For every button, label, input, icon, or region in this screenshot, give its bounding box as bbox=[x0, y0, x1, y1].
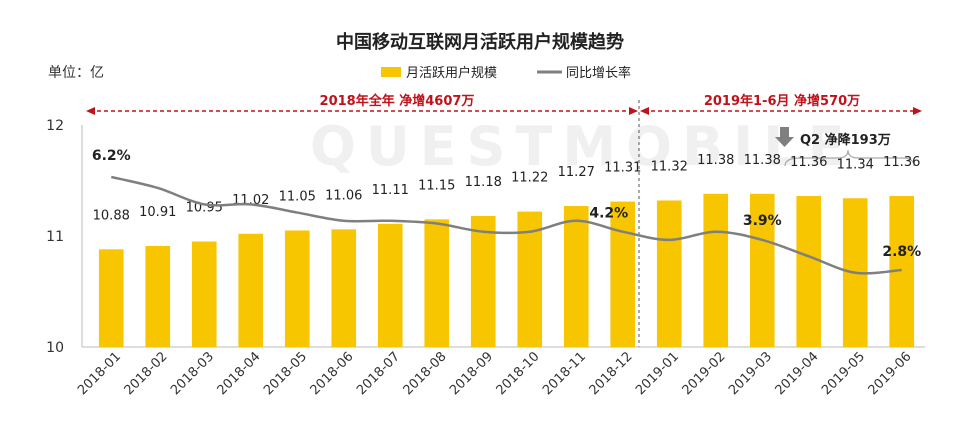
bar-value-label: 11.38 bbox=[697, 153, 734, 168]
bar-value-label: 11.32 bbox=[651, 159, 688, 174]
x-tick-label: 2018-04 bbox=[215, 349, 264, 398]
bar-value-label: 11.11 bbox=[372, 183, 409, 198]
x-tick-label: 2018-01 bbox=[75, 349, 124, 398]
bar bbox=[517, 211, 543, 347]
bar-value-label: 11.31 bbox=[604, 161, 641, 176]
q2-down-arrow-head bbox=[775, 137, 794, 147]
x-tick-label: 2019-02 bbox=[680, 349, 729, 398]
x-tick-label: 2018-10 bbox=[494, 349, 543, 398]
q2-note: Q2 净降193万 bbox=[800, 132, 891, 148]
bar bbox=[749, 193, 775, 347]
x-ticks: 2018-012018-022018-032018-042018-052018-… bbox=[75, 349, 915, 398]
bar bbox=[703, 193, 729, 347]
bar-value-label: 10.95 bbox=[186, 201, 223, 216]
bar bbox=[191, 241, 217, 347]
bar-value-label: 11.22 bbox=[511, 171, 548, 186]
bar-value-label: 11.34 bbox=[837, 157, 874, 172]
x-tick-label: 2019-05 bbox=[819, 349, 868, 398]
range-2018: 2018年全年 净增4607万 bbox=[86, 93, 638, 115]
range-2019: 2019年1-6月 净增570万 bbox=[640, 93, 922, 115]
bar-value-label: 11.27 bbox=[558, 165, 595, 180]
x-tick-label: 2019-03 bbox=[726, 349, 775, 398]
q2-brace bbox=[784, 149, 915, 167]
x-tick-label: 2018-06 bbox=[308, 349, 357, 398]
bar bbox=[98, 249, 124, 347]
growth-rate-label: 3.9% bbox=[743, 213, 782, 229]
range-2019-label: 2019年1-6月 净增570万 bbox=[704, 93, 860, 109]
bar bbox=[424, 219, 450, 347]
x-tick-label: 2018-05 bbox=[261, 349, 310, 398]
bar-value-label: 10.88 bbox=[93, 208, 130, 223]
bar-value-label: 11.05 bbox=[279, 189, 316, 204]
watermark: QUESTMOBILE bbox=[310, 115, 855, 178]
bar bbox=[145, 245, 171, 347]
q2-annotation: Q2 净降193万 bbox=[775, 127, 915, 167]
growth-line-group: 6.2% 4.2% 3.9% 2.8% bbox=[92, 148, 921, 275]
x-tick-label: 2018-09 bbox=[447, 349, 496, 398]
x-tick-label: 2018-12 bbox=[587, 349, 636, 398]
bar-value-label: 11.18 bbox=[465, 175, 502, 190]
y-tick-label: 11 bbox=[46, 229, 64, 245]
y-tick-label: 12 bbox=[46, 118, 64, 134]
x-tick-label: 2018-11 bbox=[540, 349, 589, 398]
bar-value-label: 10.91 bbox=[139, 205, 176, 220]
x-tick-label: 2019-06 bbox=[866, 349, 915, 398]
chart-title: 中国移动互联网月活跃用户规模趋势 bbox=[336, 31, 624, 53]
bar bbox=[796, 196, 822, 347]
x-tick-label: 2018-07 bbox=[354, 349, 403, 398]
bar bbox=[656, 200, 682, 347]
bar-value-label: 11.36 bbox=[883, 155, 920, 170]
x-tick-label: 2018-03 bbox=[168, 349, 217, 398]
bar bbox=[610, 201, 636, 347]
q2-down-arrow-icon bbox=[780, 127, 789, 137]
x-tick-label: 2019-01 bbox=[633, 349, 682, 398]
bar bbox=[331, 229, 357, 347]
legend-bar-label: 月活跃用户规模 bbox=[406, 65, 497, 81]
range-2018-label: 2018年全年 净增4607万 bbox=[320, 93, 475, 109]
bar bbox=[470, 216, 496, 347]
growth-rate-label: 6.2% bbox=[92, 148, 131, 164]
y-ticks: 10 11 12 bbox=[46, 118, 64, 356]
growth-rate-label: 4.2% bbox=[589, 206, 628, 222]
bar bbox=[563, 206, 589, 347]
x-tick-label: 2018-08 bbox=[401, 349, 450, 398]
growth-line bbox=[110, 175, 902, 275]
legend-line-label: 同比增长率 bbox=[566, 65, 631, 81]
x-tick-label: 2019-04 bbox=[773, 349, 822, 398]
bar-value-label: 11.06 bbox=[325, 188, 362, 203]
bar-value-label: 11.15 bbox=[418, 178, 455, 193]
x-tick-label: 2018-02 bbox=[122, 349, 171, 398]
growth-rate-label: 2.8% bbox=[882, 244, 921, 260]
bar-value-label: 11.38 bbox=[744, 153, 781, 168]
bar-value-label: 11.36 bbox=[790, 155, 827, 170]
unit-label: 单位：亿 bbox=[48, 65, 104, 81]
bar bbox=[284, 230, 310, 347]
legend-bar-swatch bbox=[381, 67, 401, 77]
bar bbox=[377, 223, 403, 347]
bars bbox=[98, 193, 915, 347]
y-tick-label: 10 bbox=[46, 340, 64, 356]
bar bbox=[238, 233, 264, 347]
legend: 月活跃用户规模 同比增长率 bbox=[381, 65, 631, 81]
